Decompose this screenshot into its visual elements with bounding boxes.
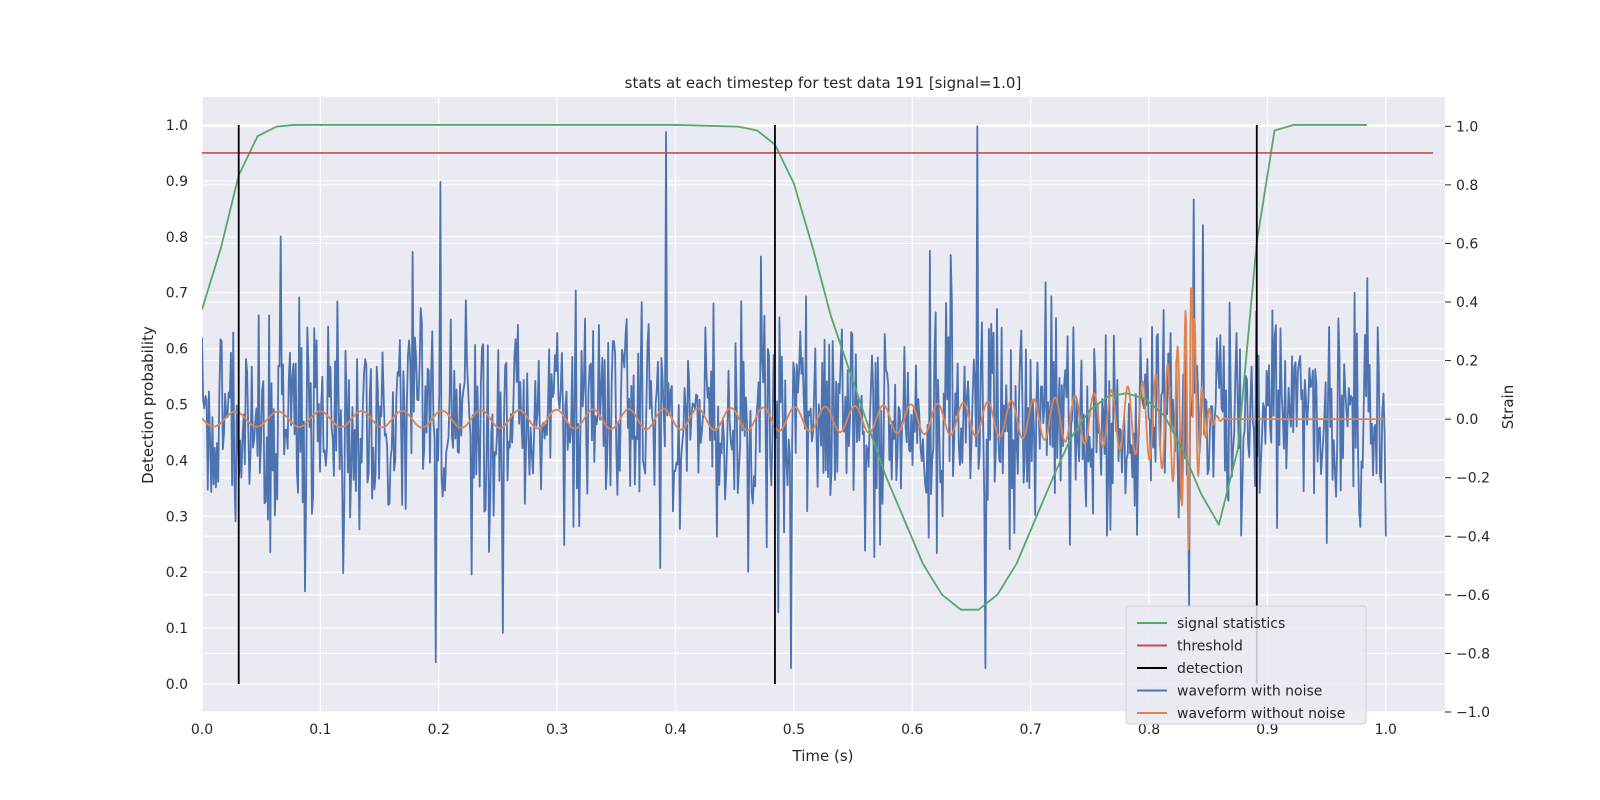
y-tick-label-left: 0.8: [166, 230, 188, 246]
x-tick-label: 0.7: [1020, 722, 1042, 738]
legend-box: [1125, 605, 1367, 725]
y-tick-label-right: 0.6: [1456, 236, 1478, 252]
x-ticks: 0.0 0.1 0.2 0.3 0.4 0.5 0.6 0.7 0.8 0.9 1.0: [191, 722, 1397, 738]
legend-label: threshold: [1177, 639, 1243, 655]
x-tick-label: 0.4: [664, 722, 686, 738]
y-tick-label-right: −1.0: [1456, 705, 1490, 721]
y-tick-label-left: 0.1: [166, 621, 188, 637]
y-tick-label-left: 1.0: [166, 118, 188, 134]
y-tick-label-right: −0.4: [1456, 529, 1490, 545]
legend-label: signal statistics: [1177, 616, 1285, 632]
x-tick-label: 0.9: [1256, 722, 1278, 738]
x-tick-label: 0.3: [546, 722, 568, 738]
y-tick-label-left: 0.9: [166, 174, 188, 190]
y-tick-label-right: 0.0: [1456, 412, 1478, 428]
legend-label: waveform without noise: [1177, 706, 1345, 722]
y-tick-label-right: −0.2: [1456, 471, 1490, 487]
x-tick-label: 1.0: [1375, 722, 1397, 738]
x-tick-label: 0.6: [901, 722, 923, 738]
y-tick-label-right: 0.4: [1456, 295, 1478, 311]
y-tick-label-left: 0.2: [166, 565, 188, 581]
x-tick-label: 0.1: [309, 722, 331, 738]
y-tick-label-left: 0.4: [166, 453, 188, 469]
y-ticks-left: 0.0 0.1 0.2 0.3 0.4 0.5 0.6 0.7 0.8 0.9 1.0: [166, 118, 188, 693]
legend: signal statistics threshold detection wavef…: [1125, 605, 1367, 725]
y-tick-label-left: 0.3: [166, 509, 188, 525]
y-tick-label-left: 0.0: [166, 677, 188, 693]
x-tick-label: 0.8: [1138, 722, 1160, 738]
signal-statistics-line: [202, 124, 1367, 611]
y-ticks-right: −1.0 −0.8 −0.6 −0.4 −0.2 0.0 0.2 0.4 0.6 0.8 1.0: [1445, 119, 1490, 721]
series-layer: [202, 124, 1434, 669]
y-tick-label-right: −0.8: [1456, 646, 1490, 662]
y-axis-label-left: Detection probability: [139, 326, 157, 484]
y-tick-label-left: 0.6: [166, 342, 188, 358]
x-tick-label: 0.0: [191, 722, 213, 738]
y-tick-label-right: 0.8: [1456, 178, 1478, 194]
x-tick-label: 0.5: [783, 722, 805, 738]
y-tick-label-right: −0.6: [1456, 588, 1490, 604]
y-tick-label-right: 1.0: [1456, 119, 1478, 135]
legend-items: signal statistics threshold detection wavef…: [1137, 616, 1345, 722]
chart-title: stats at each timestep for test data 191…: [625, 74, 1022, 92]
y-tick-label-left: 0.5: [166, 398, 188, 414]
legend-label: waveform with noise: [1177, 684, 1322, 700]
y-axis-label-right: Strain: [1499, 385, 1517, 429]
legend-label: detection: [1177, 661, 1243, 677]
detection-layer: [237, 124, 1258, 685]
y-tick-label-right: 0.2: [1456, 354, 1478, 370]
waveform-without-noise-line: [202, 287, 1387, 551]
x-axis-label: Time (s): [792, 747, 854, 765]
y-tick-label-left: 0.7: [166, 286, 188, 302]
x-tick-label: 0.2: [428, 722, 450, 738]
